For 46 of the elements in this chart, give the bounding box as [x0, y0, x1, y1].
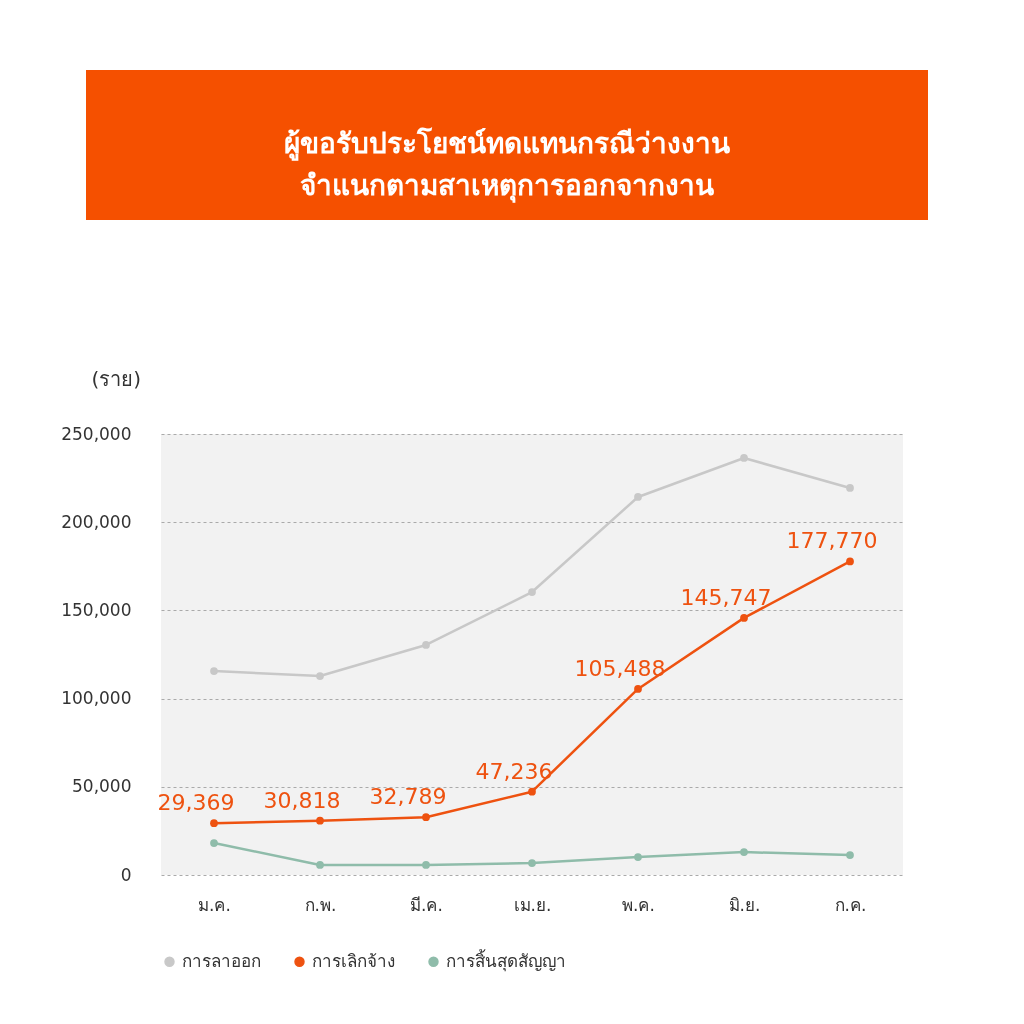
- x-tick-label: ก.ค.: [834, 894, 867, 915]
- data-label: 47,236: [475, 758, 553, 784]
- y-tick-label: 250,000: [61, 423, 132, 444]
- point: [634, 493, 642, 501]
- y-tick-label: 50,000: [72, 776, 132, 797]
- legend-label: การลาออก: [182, 950, 261, 971]
- point: [210, 819, 218, 828]
- point: [528, 859, 536, 867]
- y-tick-label: 100,000: [61, 688, 132, 709]
- x-tick-label: เม.ย.: [513, 894, 552, 915]
- data-label: 32,789: [369, 784, 447, 810]
- point: [846, 484, 854, 492]
- point: [316, 816, 324, 825]
- point: [634, 853, 642, 861]
- y-tick-label: 0: [120, 864, 132, 885]
- point: [634, 685, 642, 693]
- y-axis-title: (ราย): [91, 366, 142, 391]
- x-tick-label: ก.พ.: [304, 894, 337, 915]
- point: [316, 672, 324, 680]
- point: [422, 861, 430, 869]
- legend-label: การสิ้นสุดสัญญา: [446, 948, 566, 972]
- y-tick-label: 150,000: [61, 599, 132, 620]
- point: [210, 667, 218, 675]
- point: [528, 787, 536, 796]
- data-label: 29,369: [157, 790, 235, 816]
- y-tick-label: 200,000: [61, 511, 132, 532]
- data-label: 30,818: [263, 787, 341, 813]
- legend-label: การเลิกจ้าง: [312, 950, 395, 971]
- x-tick-label: มี.ค.: [410, 894, 443, 915]
- point: [846, 851, 854, 859]
- point: [740, 454, 748, 462]
- x-tick-label: ม.ค.: [198, 894, 231, 915]
- data-label: 105,488: [574, 655, 666, 681]
- point: [740, 848, 748, 856]
- chart-title: ผู้ขอรับประโยชน์ทดแทนกรณีว่างงาน จำแนกตามสาเหตุการออกจากงาน: [284, 126, 730, 203]
- x-tick-label: มิ.ย.: [728, 894, 761, 915]
- data-label: 177,770: [786, 528, 878, 554]
- point: [846, 557, 854, 566]
- point: [740, 614, 748, 622]
- point: [528, 588, 536, 596]
- x-tick-label: พ.ค.: [622, 894, 655, 915]
- data-label: 145,747: [680, 584, 772, 610]
- point: [316, 861, 324, 869]
- point: [210, 839, 218, 847]
- point: [422, 813, 430, 822]
- point: [422, 641, 430, 649]
